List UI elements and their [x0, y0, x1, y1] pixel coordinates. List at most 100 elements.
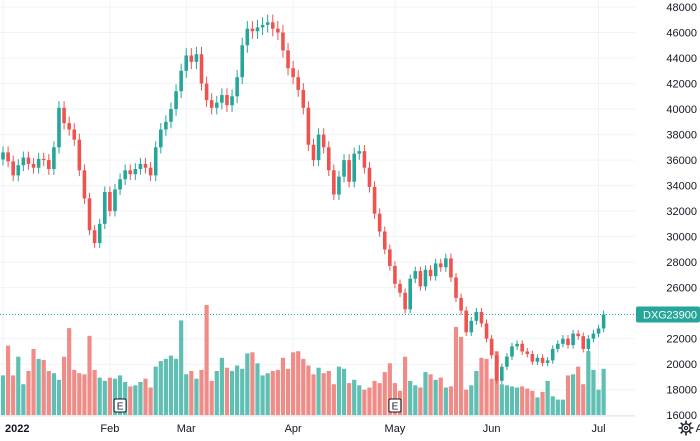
time-tick-label: Jul [591, 423, 605, 435]
volume-bar [565, 375, 571, 415]
volume-bar [525, 388, 530, 415]
candle-body [276, 28, 280, 33]
candle-body [230, 96, 234, 106]
candle-body [464, 310, 468, 333]
candle-body [454, 277, 458, 298]
candle-body [281, 32, 285, 51]
volume-bar [504, 385, 510, 415]
volume-bar [362, 389, 367, 415]
candle-body [535, 357, 540, 362]
earnings-marker-label: E [117, 402, 124, 413]
volume-bar [77, 373, 82, 415]
volume-bar [26, 371, 31, 415]
volume-bar [280, 357, 286, 415]
volume-bar [87, 335, 92, 415]
candle-body [556, 343, 560, 349]
volume-bar [428, 374, 433, 415]
candle-body [123, 170, 127, 180]
price-tick-label: 16000 [666, 410, 697, 422]
price-tick-label: 34000 [666, 181, 697, 193]
earnings-marker-box [113, 398, 127, 413]
volume-bar [5, 345, 11, 415]
candle-body [62, 107, 66, 124]
volume-bar [530, 390, 535, 415]
candle-body [545, 360, 550, 363]
volume-bar [357, 385, 362, 415]
candle-body [571, 333, 575, 346]
volume-bar [163, 358, 168, 415]
volume-bar [123, 382, 128, 415]
volume-bar [36, 358, 41, 415]
volume-bar [133, 385, 138, 415]
volume-bar [255, 363, 260, 415]
candle-body [148, 167, 153, 176]
candle-body [47, 160, 51, 170]
candle-body [530, 354, 535, 362]
candle-body [158, 129, 163, 148]
volume-bar [306, 365, 311, 415]
volume-bar [270, 371, 275, 415]
volume-bar [520, 386, 525, 415]
price-tick-label: 20000 [666, 359, 697, 371]
candlesticks [1, 14, 606, 384]
candle-body [184, 55, 189, 71]
earnings-marker[interactable]: E [388, 398, 402, 413]
volume-bar [184, 374, 189, 415]
volume-bar [82, 374, 87, 415]
candle-body [250, 28, 255, 32]
candle-body [169, 109, 173, 122]
candle-body [270, 22, 275, 29]
candle-body [377, 213, 382, 232]
volume-bar [596, 389, 601, 415]
candle-body [459, 297, 463, 311]
candle-body [67, 123, 71, 130]
price-axis[interactable]: 1600018000200002200024000260002800030000… [666, 2, 697, 422]
volume-bar [448, 386, 454, 415]
candle-body [601, 314, 606, 329]
volume-bar [469, 385, 474, 415]
price-tick-label: 44000 [666, 53, 697, 65]
candle-body [337, 176, 341, 195]
candle-body [138, 163, 143, 170]
candle-body [398, 283, 402, 293]
candle-body [1, 152, 5, 160]
volume-bar [224, 367, 230, 415]
candle-body [57, 107, 61, 148]
candle-body [240, 45, 245, 78]
volume-bar [555, 399, 560, 415]
volume-bar [514, 387, 520, 415]
candle-body [11, 161, 15, 176]
candle-body [214, 102, 219, 108]
candle-body [500, 366, 504, 381]
volume-bar [117, 375, 123, 415]
volume-bar [31, 349, 36, 415]
volume-bar [433, 379, 438, 415]
price-tick-label: 30000 [666, 232, 697, 244]
price-tick-label: 32000 [666, 206, 697, 218]
candle-body [525, 351, 530, 355]
candle-body [21, 157, 26, 166]
gear-icon[interactable] [678, 420, 694, 436]
volume-bar [112, 378, 118, 415]
candle-body [372, 186, 377, 214]
candle-body [209, 100, 214, 108]
earnings-marker[interactable]: E [113, 398, 127, 413]
volume-bar [453, 327, 459, 415]
volume-bar [235, 365, 240, 415]
time-axis[interactable]: 2022 Feb Mar Apr May Jun Jul Aug [5, 423, 700, 435]
volume-bar [107, 377, 112, 415]
candle-body [550, 348, 555, 361]
volume-bar [219, 357, 224, 415]
volume-bar [61, 356, 67, 415]
candle-body [52, 147, 56, 170]
price-tick-label: 26000 [666, 283, 697, 295]
candle-body [225, 95, 229, 106]
time-tick-label: Apr [285, 423, 302, 435]
volume-bar [550, 396, 555, 415]
volume-bar [194, 378, 199, 415]
volume-bar [576, 366, 581, 415]
candle-body [362, 151, 367, 168]
candle-body [581, 336, 586, 349]
candle-body [301, 89, 306, 108]
